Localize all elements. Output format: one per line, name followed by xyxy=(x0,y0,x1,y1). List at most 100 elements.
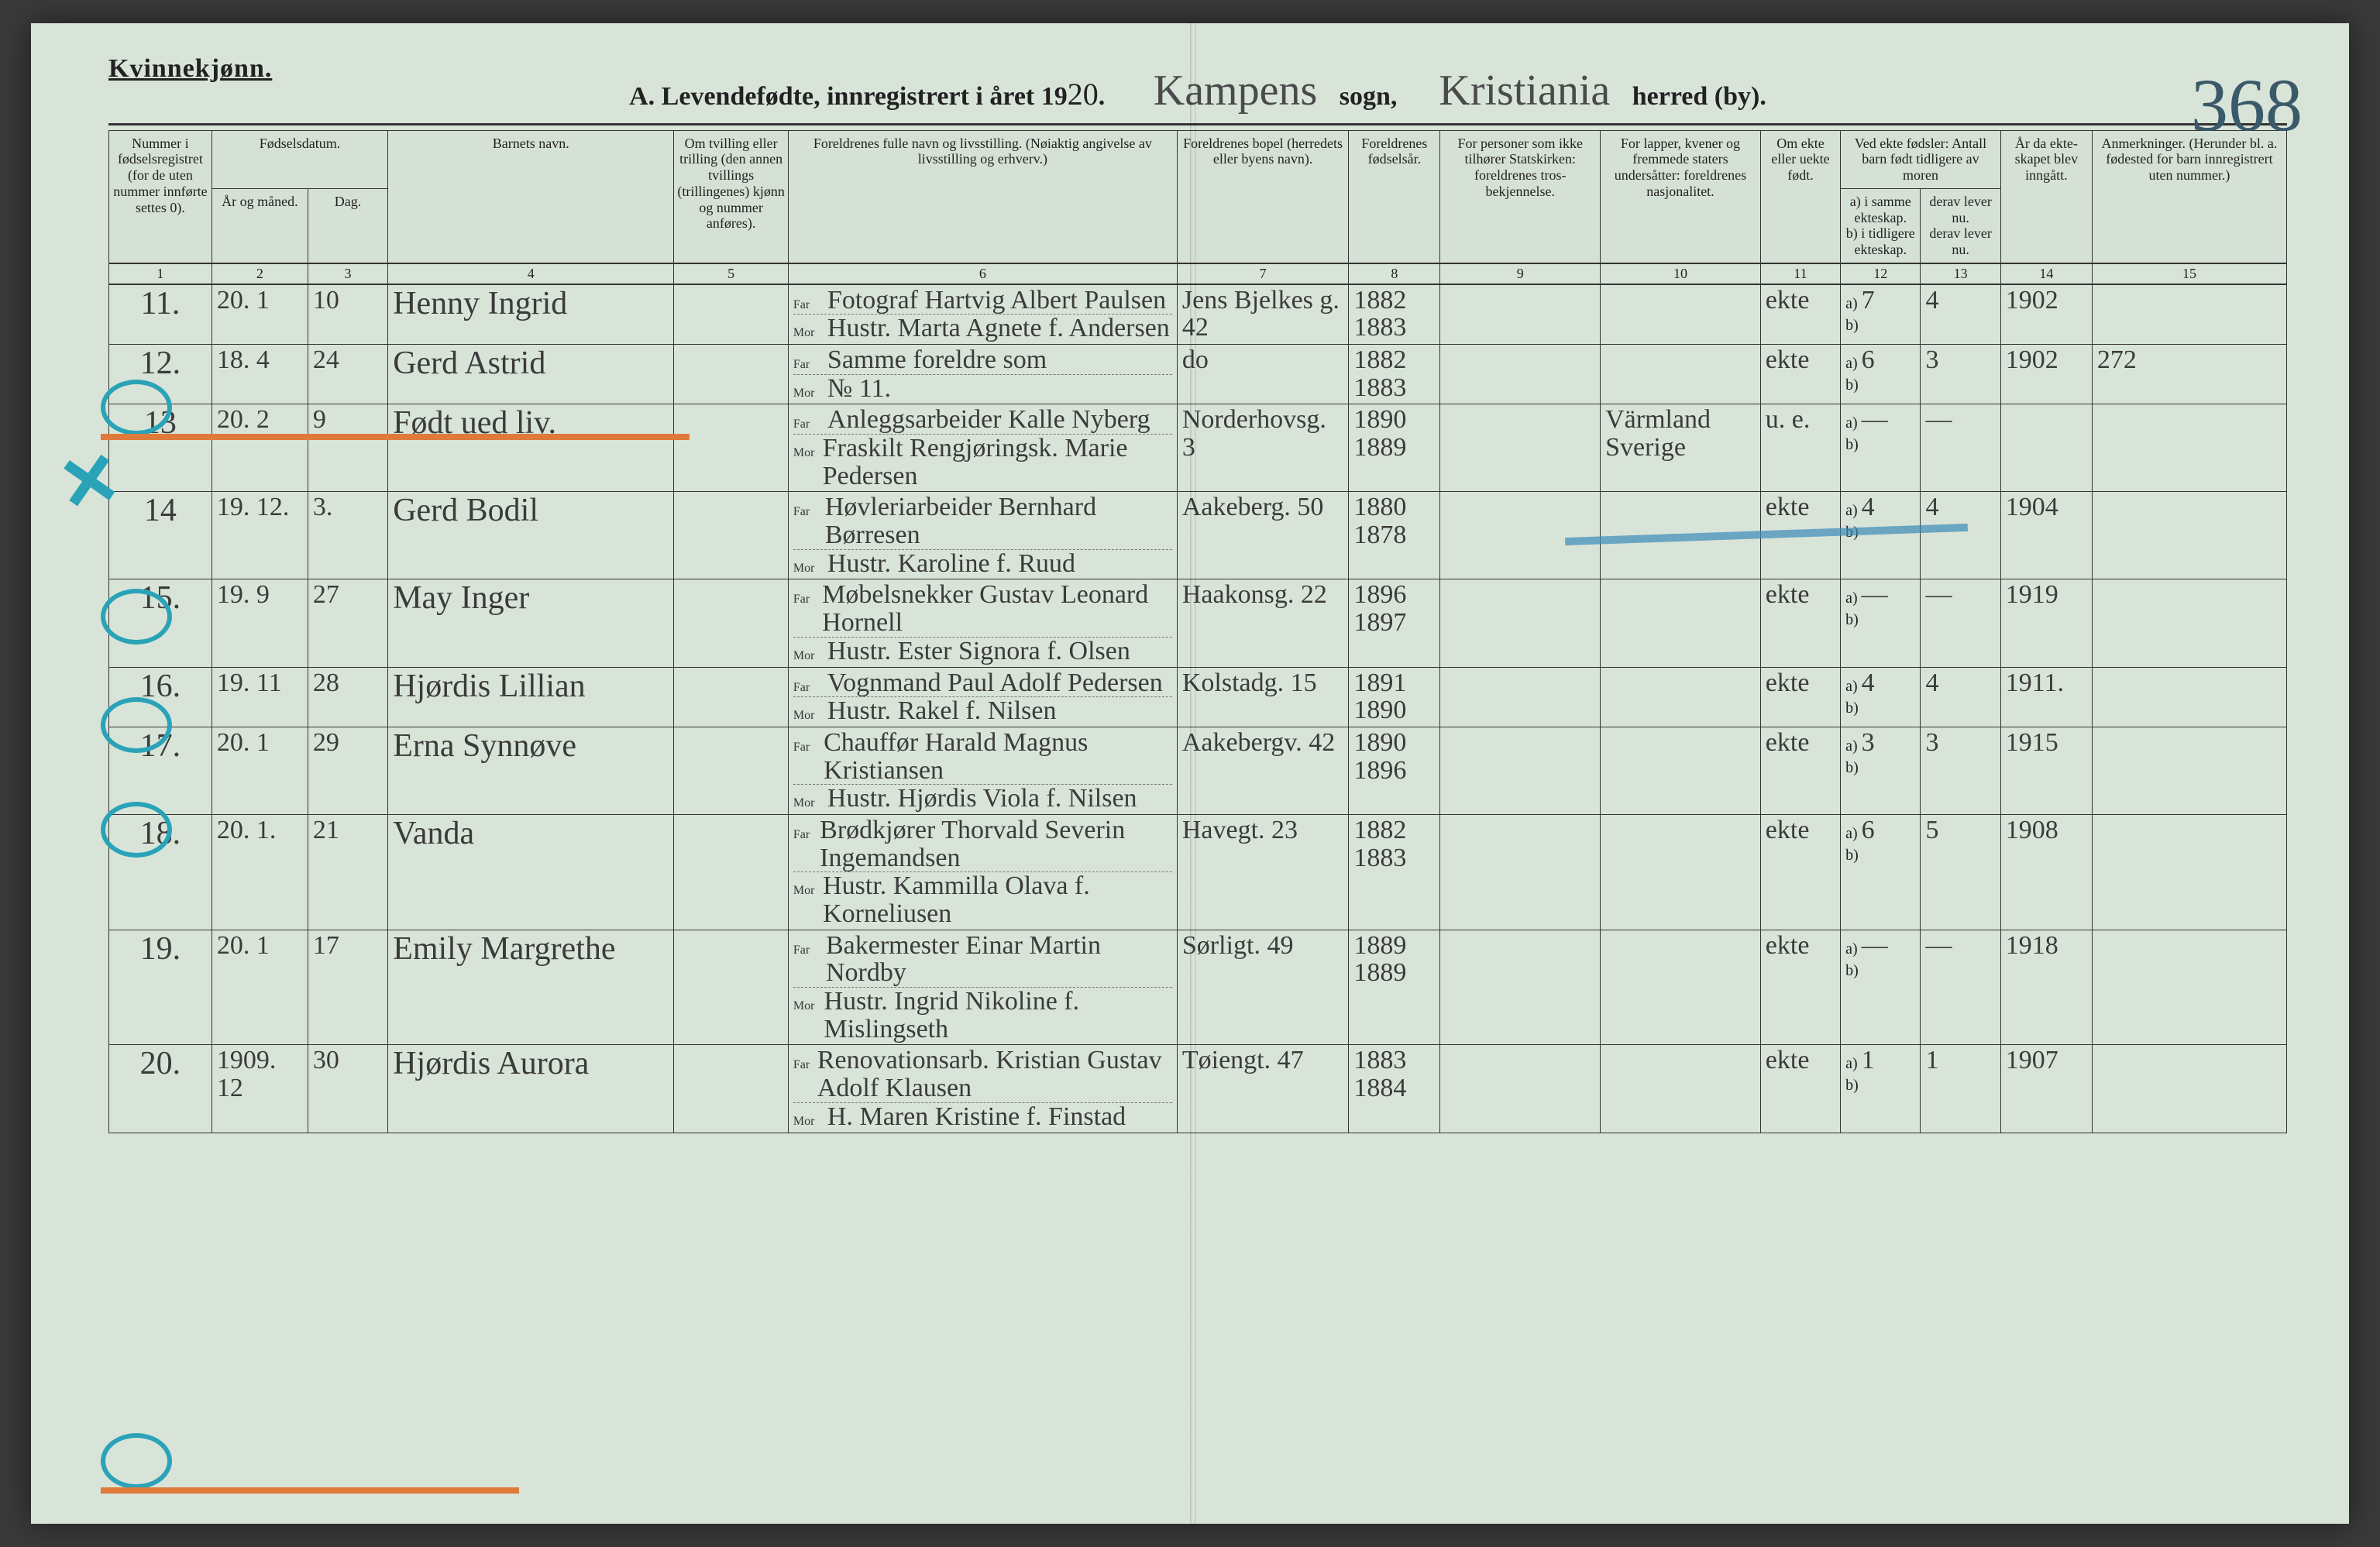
cell-ekte: ekte xyxy=(1760,492,1840,579)
cell-nat xyxy=(1601,1045,1761,1133)
cell-date: 20. 1. xyxy=(212,814,308,930)
cell-day: 29 xyxy=(308,727,387,814)
cell-ab2: 4 xyxy=(1921,492,2000,579)
cell-twin xyxy=(674,1045,789,1133)
col-h2a: År og måned. xyxy=(212,188,308,263)
table-body: 11.20. 110Henny IngridFarFotograf Hartvi… xyxy=(109,284,2287,1133)
col-h15: Anmerkninger. (Herunder bl. a. fødested … xyxy=(2092,130,2286,263)
table-head: Nummer i fødsels­registret (for de uten … xyxy=(109,130,2287,284)
cn11: 11 xyxy=(1760,263,1840,284)
cn10: 10 xyxy=(1601,263,1761,284)
cell-child: Hjørdis Aurora xyxy=(388,1045,674,1133)
table-row: 12.18. 424Gerd AstridFarSamme foreldre s… xyxy=(109,344,2287,404)
cell-nat xyxy=(1601,930,1761,1045)
cell-ekte: ekte xyxy=(1760,727,1840,814)
cell-twin xyxy=(674,930,789,1045)
cell-ab2: 3 xyxy=(1921,727,2000,814)
table-row: 1320. 29Født ued liv.FarAnleggsarbeider … xyxy=(109,404,2287,492)
cell-note xyxy=(2092,667,2286,727)
cn1: 1 xyxy=(109,263,212,284)
cn15: 15 xyxy=(2092,263,2286,284)
page-number: 368 xyxy=(2191,62,2303,148)
cell-num: 18. xyxy=(109,814,212,930)
cell-nat xyxy=(1601,284,1761,345)
cell-day: 30 xyxy=(308,1045,387,1133)
cell-date: 19. 11 xyxy=(212,667,308,727)
cell-marr: 1915 xyxy=(2000,727,2092,814)
cell-parents: FarSamme foreldre somMor№ 11. xyxy=(788,344,1177,404)
cell-note xyxy=(2092,1045,2286,1133)
cell-rel xyxy=(1440,579,1601,667)
cell-day: 17 xyxy=(308,930,387,1045)
col-h1: Nummer i fødsels­registret (for de uten … xyxy=(109,130,212,263)
cell-ab: a) 4b) xyxy=(1841,492,1921,579)
cell-rel xyxy=(1440,1045,1601,1133)
h13b: derav lever nu. xyxy=(1929,225,1991,257)
cell-years: 18901896 xyxy=(1349,727,1440,814)
cell-note xyxy=(2092,727,2286,814)
herred-label: herred (by). xyxy=(1632,82,1766,111)
cell-child: Henny Ingrid xyxy=(388,284,674,345)
cell-bopel: do xyxy=(1177,344,1348,404)
cell-rel xyxy=(1440,404,1601,492)
cell-ekte: ekte xyxy=(1760,930,1840,1045)
cell-years: 18821883 xyxy=(1349,284,1440,345)
cell-child: Gerd Bodil xyxy=(388,492,674,579)
cell-bopel: Tøiengt. 47 xyxy=(1177,1045,1348,1133)
cell-ekte: ekte xyxy=(1760,344,1840,404)
title-prefix: A. Levendefødte, innregistrert i året 19 xyxy=(629,82,1068,111)
cell-day: 9 xyxy=(308,404,387,492)
cell-date: 20. 1 xyxy=(212,727,308,814)
cell-nat xyxy=(1601,492,1761,579)
cell-bopel: Jens Bjelkes g. 42 xyxy=(1177,284,1348,345)
cell-num: 15. xyxy=(109,579,212,667)
cell-parents: FarFotograf Hartvig Albert PaulsenMorHus… xyxy=(788,284,1177,345)
cell-child: May Inger xyxy=(388,579,674,667)
cell-rel xyxy=(1440,814,1601,930)
cell-ab2: — xyxy=(1921,579,2000,667)
cell-note xyxy=(2092,492,2286,579)
col-h6: Foreldrenes fulle navn og livsstilling. … xyxy=(788,130,1177,263)
cell-ab: a) 7b) xyxy=(1841,284,1921,345)
cell-ab2: 1 xyxy=(1921,1045,2000,1133)
cell-day: 21 xyxy=(308,814,387,930)
cell-ab: a) 3b) xyxy=(1841,727,1921,814)
cell-years: 18831884 xyxy=(1349,1045,1440,1133)
circle-mark-20 xyxy=(101,1433,172,1489)
table-row: 15.19. 927May IngerFarMøbelsnekker Gusta… xyxy=(109,579,2287,667)
cell-marr: 1911. xyxy=(2000,667,2092,727)
cell-ab: a) —b) xyxy=(1841,579,1921,667)
cell-bopel: Norderhovsg. 3 xyxy=(1177,404,1348,492)
cell-note: 272 xyxy=(2092,344,2286,404)
cell-marr: 1908 xyxy=(2000,814,2092,930)
cell-nat xyxy=(1601,727,1761,814)
cell-ab: a) 4b) xyxy=(1841,667,1921,727)
cell-twin xyxy=(674,727,789,814)
cell-marr: 1902 xyxy=(2000,284,2092,345)
cell-marr: 1918 xyxy=(2000,930,2092,1045)
col-h8: For­eldrenes fødsels­år. xyxy=(1349,130,1440,263)
cell-ekte: ekte xyxy=(1760,1045,1840,1133)
cell-twin xyxy=(674,492,789,579)
cell-parents: FarChauffør Harald Magnus KristiansenMor… xyxy=(788,727,1177,814)
cell-note xyxy=(2092,930,2286,1045)
cell-years: 18891889 xyxy=(1349,930,1440,1045)
cell-parents: FarRenovationsarb. Kristian Gustav Adolf… xyxy=(788,1045,1177,1133)
cell-day: 28 xyxy=(308,667,387,727)
cell-twin xyxy=(674,344,789,404)
table-row: 16.19. 1128Hjørdis LillianFarVognmand Pa… xyxy=(109,667,2287,727)
cell-note xyxy=(2092,404,2286,492)
cell-date: 19. 12. xyxy=(212,492,308,579)
cell-note xyxy=(2092,814,2286,930)
sogn-hand: Kampens xyxy=(1138,68,1333,114)
cn5: 5 xyxy=(674,263,789,284)
cell-num: 19. xyxy=(109,930,212,1045)
cn4: 4 xyxy=(388,263,674,284)
cell-ekte: ekte xyxy=(1760,667,1840,727)
cell-nat xyxy=(1601,344,1761,404)
cn8: 8 xyxy=(1349,263,1440,284)
cell-twin xyxy=(674,579,789,667)
cell-nat: Värmland Sverige xyxy=(1601,404,1761,492)
cell-marr xyxy=(2000,404,2092,492)
cell-rel xyxy=(1440,930,1601,1045)
